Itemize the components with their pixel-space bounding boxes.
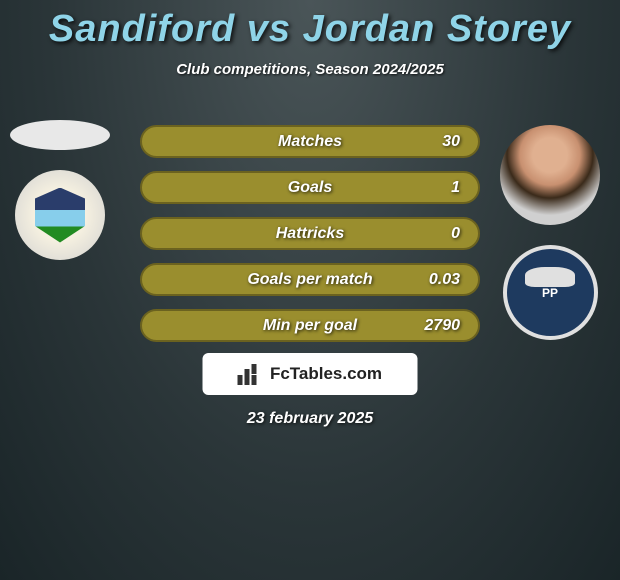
- left-player-column: [10, 120, 110, 260]
- stat-label: Goals per match: [247, 271, 372, 289]
- page-title: Sandiford vs Jordan Storey: [0, 0, 620, 51]
- stat-value-right: 30: [442, 133, 460, 151]
- bar-chart-icon: [238, 363, 266, 385]
- watermark-text: FcTables.com: [270, 364, 382, 384]
- stat-value-right: 2790: [424, 317, 460, 335]
- left-player-avatar-placeholder: [10, 120, 110, 150]
- page-subtitle: Club competitions, Season 2024/2025: [0, 61, 620, 78]
- watermark-badge[interactable]: FcTables.com: [203, 353, 418, 395]
- right-player-photo: [500, 125, 600, 225]
- stat-label: Matches: [278, 133, 342, 151]
- stat-label: Min per goal: [263, 317, 357, 335]
- stat-value-right: 1: [451, 179, 460, 197]
- stat-row-min-per-goal: Min per goal 2790: [140, 309, 480, 342]
- date-text: 23 february 2025: [247, 410, 373, 428]
- stats-container: Matches 30 Goals 1 Hattricks 0 Goals per…: [140, 125, 480, 342]
- stat-label: Hattricks: [276, 225, 344, 243]
- stat-label: Goals: [288, 179, 332, 197]
- stat-value-right: 0: [451, 225, 460, 243]
- stat-row-hattricks: Hattricks 0: [140, 217, 480, 250]
- stat-row-goals-per-match: Goals per match 0.03: [140, 263, 480, 296]
- preston-north-end-badge: [503, 245, 598, 340]
- stat-row-goals: Goals 1: [140, 171, 480, 204]
- stat-row-matches: Matches 30: [140, 125, 480, 158]
- stat-value-right: 0.03: [429, 271, 460, 289]
- right-player-column: [500, 125, 600, 340]
- coventry-city-badge: [15, 170, 105, 260]
